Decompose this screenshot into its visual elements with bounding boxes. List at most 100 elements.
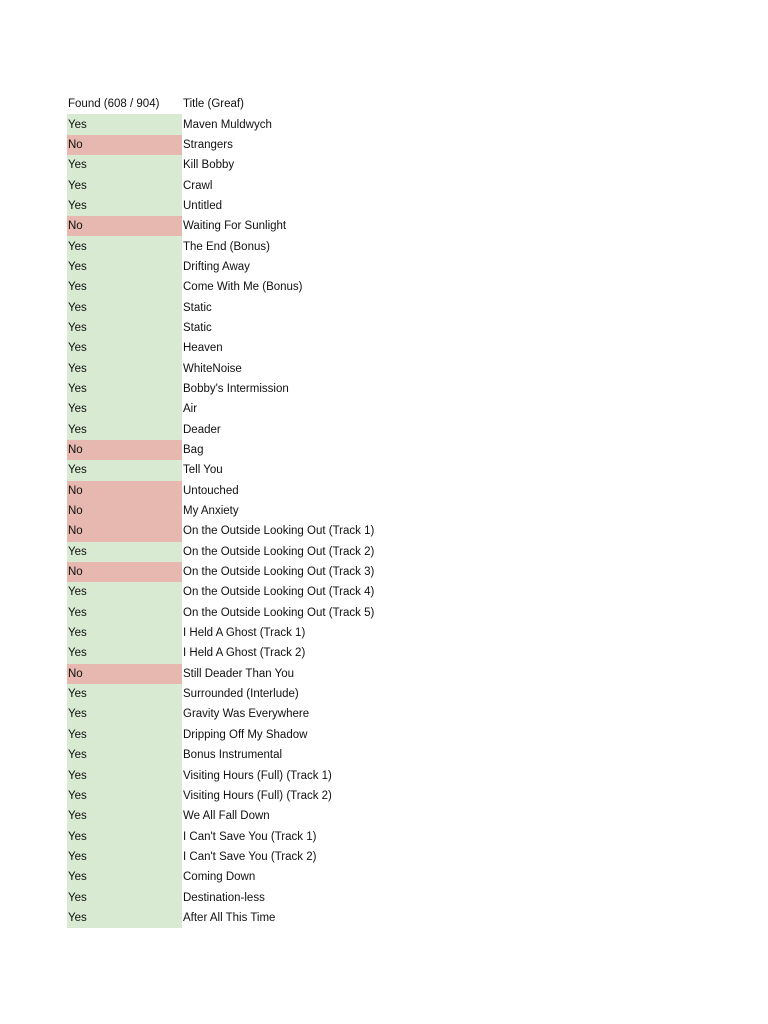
table-row: Yes Dripping Off My Shadow	[67, 724, 407, 745]
found-cell: Yes	[67, 826, 182, 847]
title-cell: Untouched	[183, 484, 239, 497]
found-cell: Yes	[67, 683, 182, 705]
found-cell: Yes	[67, 399, 182, 420]
title-cell: Destination-less	[183, 891, 265, 904]
title-cell: Dripping Off My Shadow	[183, 728, 308, 741]
table-row: Yes I Held A Ghost (Track 1)	[67, 622, 407, 644]
title-cell: Bonus Instrumental	[183, 749, 283, 762]
found-cell: No	[67, 439, 182, 461]
table-row: Yes On the Outside Looking Out (Track 5)	[67, 602, 407, 623]
table-row: Yes I Can't Save You (Track 2)	[67, 846, 407, 868]
table-row: No Still Deader Than You	[67, 663, 407, 684]
found-cell: Yes	[67, 317, 182, 339]
title-cell: Visiting Hours (Full) (Track 2)	[183, 789, 332, 802]
table-row: Yes Static	[67, 297, 407, 318]
title-cell: I Can't Save You (Track 2)	[183, 850, 317, 863]
table-row: Yes WhiteNoise	[67, 358, 407, 379]
table-row: Yes The End (Bonus)	[67, 236, 407, 257]
table-row: Yes Surrounded (Interlude)	[67, 683, 407, 705]
title-cell: Heaven	[183, 342, 223, 355]
found-cell: No	[67, 663, 182, 684]
title-cell: Come With Me (Bonus)	[183, 281, 303, 294]
title-cell: Strangers	[183, 138, 233, 151]
table-row: Yes Tell You	[67, 460, 407, 481]
title-cell: My Anxiety	[183, 505, 239, 518]
title-cell: Untitled	[183, 199, 222, 212]
found-cell: Yes	[67, 195, 182, 217]
table-row: Yes Drifting Away	[67, 256, 407, 278]
title-cell: On the Outside Looking Out (Track 4)	[183, 586, 375, 599]
table-row: No Waiting For Sunlight	[67, 216, 407, 237]
title-cell: Static	[183, 321, 212, 334]
table-row: No Strangers	[67, 134, 407, 156]
table-row: Yes Bobby's Intermission	[67, 378, 407, 400]
title-cell: Air	[183, 403, 198, 416]
found-cell: Yes	[67, 582, 182, 603]
table-row: Yes Crawl	[67, 175, 407, 196]
found-cell: Yes	[67, 155, 182, 176]
table-row: No On the Outside Looking Out (Track 3)	[67, 561, 407, 583]
title-cell: I Held A Ghost (Track 2)	[183, 647, 306, 660]
table-row: Yes Deader	[67, 419, 407, 440]
header-row: Found (608 / 904) Title (Greaf)	[67, 94, 407, 114]
found-cell: No	[67, 480, 182, 501]
title-cell: Deader	[183, 423, 221, 436]
found-cell: Yes	[67, 765, 182, 786]
title-cell: Still Deader Than You	[183, 667, 295, 680]
found-cell: Yes	[67, 745, 182, 766]
found-cell: Yes	[67, 378, 182, 400]
found-cell: No	[67, 216, 182, 237]
title-cell: Waiting For Sunlight	[183, 220, 287, 233]
title-cell: We All Fall Down	[183, 810, 270, 823]
table-row: Yes Come With Me (Bonus)	[67, 277, 407, 298]
found-cell: Yes	[67, 358, 182, 379]
table-row: Yes Bonus Instrumental	[67, 745, 407, 766]
table-row: No Untouched	[67, 480, 407, 501]
title-cell: On the Outside Looking Out (Track 2)	[183, 545, 375, 558]
found-cell: Yes	[67, 277, 182, 298]
title-cell: Visiting Hours (Full) (Track 1)	[183, 769, 332, 782]
found-cell: Yes	[67, 460, 182, 481]
title-cell: Kill Bobby	[183, 159, 235, 172]
title-cell: Drifting Away	[183, 260, 250, 273]
found-cell: Yes	[67, 256, 182, 278]
found-cell: Yes	[67, 419, 182, 440]
found-cell: Yes	[67, 704, 182, 725]
title-cell: Tell You	[183, 464, 223, 477]
title-cell: Coming Down	[183, 871, 256, 884]
title-cell: On the Outside Looking Out (Track 5)	[183, 606, 375, 619]
table-body: Yes Maven Muldwych No Strangers Yes Kill Bobb…	[67, 114, 407, 929]
table-row: Yes Coming Down	[67, 867, 407, 888]
found-cell: Yes	[67, 846, 182, 868]
header-title: Title (Greaf)	[183, 98, 244, 111]
table-row: No Bag	[67, 439, 407, 461]
table-row: Yes I Can't Save You (Track 1)	[67, 826, 407, 847]
title-cell: On the Outside Looking Out (Track 1)	[183, 525, 375, 538]
title-cell: Maven Muldwych	[183, 118, 272, 131]
table-row: Yes Destination-less	[67, 887, 407, 908]
found-cell: Yes	[67, 806, 182, 827]
found-cell: Yes	[67, 114, 182, 135]
table-row: Yes After All This Time	[67, 907, 407, 929]
found-cell: No	[67, 561, 182, 583]
table-row: No On the Outside Looking Out (Track 1)	[67, 521, 407, 542]
table-row: Yes Static	[67, 317, 407, 339]
table-row: Yes Visiting Hours (Full) (Track 2)	[67, 785, 407, 807]
spreadsheet-table: Found (608 / 904) Title (Greaf) Yes Maven…	[67, 94, 407, 929]
table-row: Yes Visiting Hours (Full) (Track 1)	[67, 765, 407, 786]
header-found: Found (608 / 904)	[68, 98, 160, 111]
table-row: Yes Gravity Was Everywhere	[67, 704, 407, 725]
table-row: Yes Heaven	[67, 338, 407, 359]
table-row: Yes We All Fall Down	[67, 806, 407, 827]
found-cell: Yes	[67, 887, 182, 908]
title-cell: Gravity Was Everywhere	[183, 708, 310, 721]
title-cell: Surrounded (Interlude)	[183, 688, 299, 701]
table-row: Yes Untitled	[67, 195, 407, 217]
table-row: Yes Kill Bobby	[67, 155, 407, 176]
title-cell: The End (Bonus)	[183, 240, 270, 253]
found-cell: Yes	[67, 643, 182, 664]
table-row: Yes Air	[67, 399, 407, 420]
found-cell: Yes	[67, 175, 182, 196]
table-row: Yes I Held A Ghost (Track 2)	[67, 643, 407, 664]
title-cell: Static	[183, 301, 212, 314]
